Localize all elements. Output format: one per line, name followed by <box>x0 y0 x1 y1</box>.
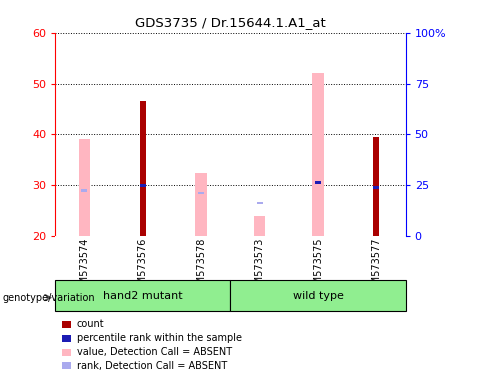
Text: GSM573575: GSM573575 <box>313 237 323 297</box>
Title: GDS3735 / Dr.15644.1.A1_at: GDS3735 / Dr.15644.1.A1_at <box>135 16 326 29</box>
Bar <box>140 184 146 187</box>
Bar <box>373 186 379 189</box>
Bar <box>198 192 204 194</box>
Text: wild type: wild type <box>293 291 343 301</box>
Text: rank, Detection Call = ABSENT: rank, Detection Call = ABSENT <box>77 361 227 371</box>
Bar <box>140 101 146 236</box>
Text: genotype/variation: genotype/variation <box>2 293 95 303</box>
Text: GSM573574: GSM573574 <box>79 237 89 297</box>
Bar <box>373 137 379 236</box>
Bar <box>195 172 207 236</box>
Text: percentile rank within the sample: percentile rank within the sample <box>77 333 242 343</box>
Bar <box>315 181 321 184</box>
Text: GSM573578: GSM573578 <box>196 237 206 297</box>
Text: value, Detection Call = ABSENT: value, Detection Call = ABSENT <box>77 347 232 357</box>
Text: GSM573576: GSM573576 <box>138 237 148 297</box>
Bar <box>79 139 90 236</box>
Text: hand2 mutant: hand2 mutant <box>103 291 182 301</box>
Text: count: count <box>77 319 105 329</box>
Bar <box>312 73 324 236</box>
Bar <box>230 280 406 311</box>
Bar <box>55 280 230 311</box>
Text: GSM573573: GSM573573 <box>254 237 264 297</box>
Text: GSM573577: GSM573577 <box>372 237 382 297</box>
Bar <box>82 189 87 192</box>
Bar <box>257 202 263 205</box>
Bar <box>254 216 265 236</box>
